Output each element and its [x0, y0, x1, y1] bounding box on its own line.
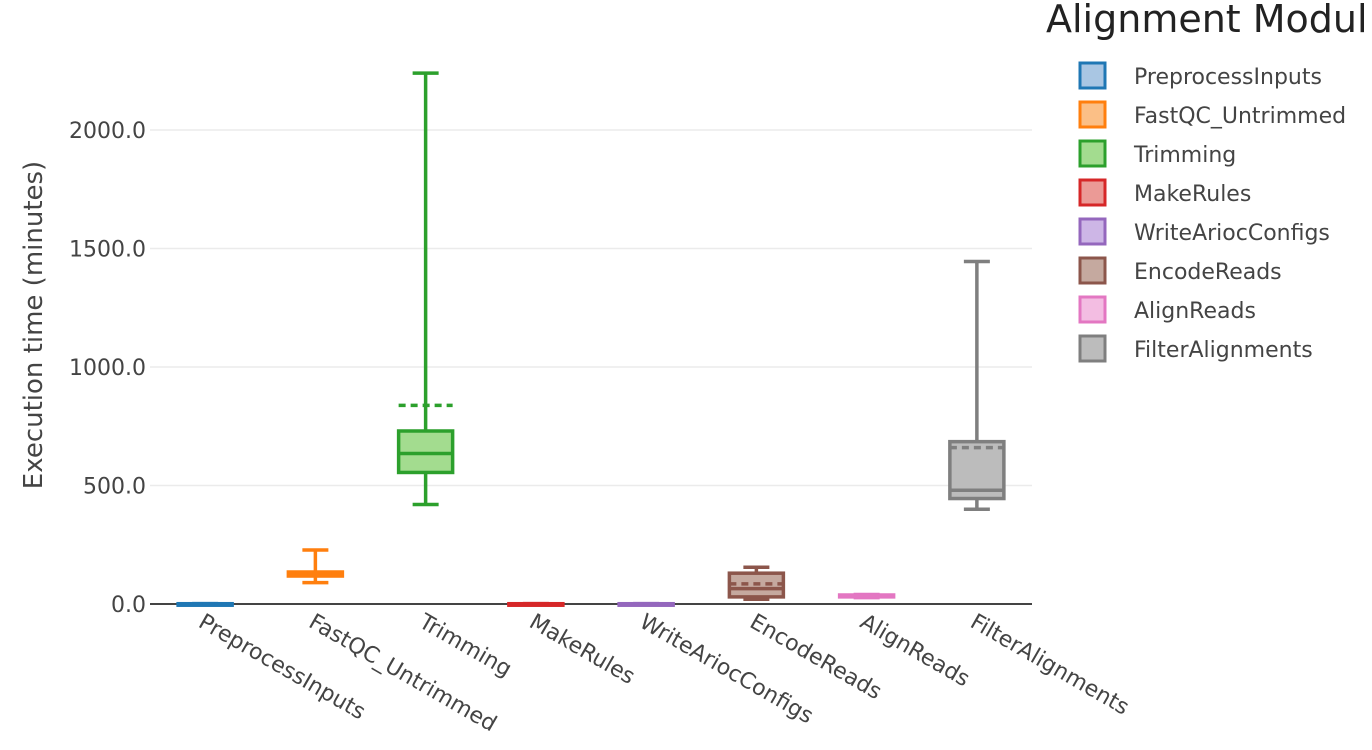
x-axis-ticks: PreprocessInputsFastQC_UntrimmedTrimming…: [194, 609, 1133, 737]
box-EncodeReads: [727, 565, 786, 602]
legend-swatch: [1078, 217, 1107, 246]
x-tick-label: FastQC_Untrimmed: [304, 610, 500, 738]
box-FastQC_Untrimmed: [286, 548, 345, 585]
box-AlignReads: [837, 592, 896, 600]
legend-item[interactable]: PreprocessInputs: [1078, 61, 1322, 90]
legend: PreprocessInputs FastQC_Untrimmed Trimming…: [1078, 61, 1346, 363]
legend-item[interactable]: FilterAlignments: [1078, 334, 1313, 363]
legend-item[interactable]: Trimming: [1078, 139, 1236, 168]
legend-label: WriteAriocConfigs: [1134, 221, 1330, 246]
box-WriteAriocConfigs: [617, 601, 675, 607]
box-PreprocessInputs: [176, 601, 234, 607]
x-tick-label: MakeRules: [525, 610, 639, 690]
x-tick-label: FilterAlignments: [966, 610, 1133, 721]
legend-title: Alignment Modul: [1046, 0, 1368, 41]
legend-swatch: [1078, 295, 1107, 324]
y-axis-ticks: 0.0 500.0 1000.0 1500.0 2000.0: [69, 119, 146, 618]
y-tick-label: 1000.0: [69, 356, 146, 381]
legend-label: FilterAlignments: [1134, 338, 1313, 363]
box-MakeRules: [507, 601, 565, 607]
box-FilterAlignments: [948, 259, 1006, 511]
legend-swatch: [1078, 334, 1107, 363]
x-tick-label: Trimming: [414, 609, 516, 682]
legend-label: AlignReads: [1134, 299, 1256, 324]
legend-swatch: [1078, 61, 1107, 90]
legend-label: FastQC_Untrimmed: [1134, 104, 1346, 129]
legend-label: Trimming: [1133, 143, 1236, 168]
legend-swatch: [1078, 256, 1107, 285]
y-axis-label: Execution time (minutes): [19, 161, 49, 489]
legend-item[interactable]: AlignReads: [1078, 295, 1256, 324]
legend-item[interactable]: FastQC_Untrimmed: [1078, 100, 1346, 129]
legend-item[interactable]: WriteAriocConfigs: [1078, 217, 1330, 246]
legend-swatch: [1078, 100, 1107, 129]
legend-swatch: [1078, 139, 1107, 168]
box-Trimming: [396, 71, 455, 507]
legend-label: MakeRules: [1134, 182, 1251, 207]
legend-item[interactable]: MakeRules: [1078, 178, 1251, 207]
gridlines: [150, 129, 1032, 487]
box-iqr: [396, 429, 455, 475]
boxes: [176, 71, 1006, 607]
y-tick-label: 500.0: [83, 475, 146, 500]
y-tick-label: 0.0: [111, 593, 146, 618]
legend-swatch: [1078, 178, 1107, 207]
y-tick-label: 2000.0: [69, 119, 146, 144]
y-tick-label: 1500.0: [69, 238, 146, 263]
legend-item[interactable]: EncodeReads: [1078, 256, 1282, 285]
legend-label: PreprocessInputs: [1134, 65, 1322, 90]
legend-label: EncodeReads: [1134, 260, 1282, 285]
